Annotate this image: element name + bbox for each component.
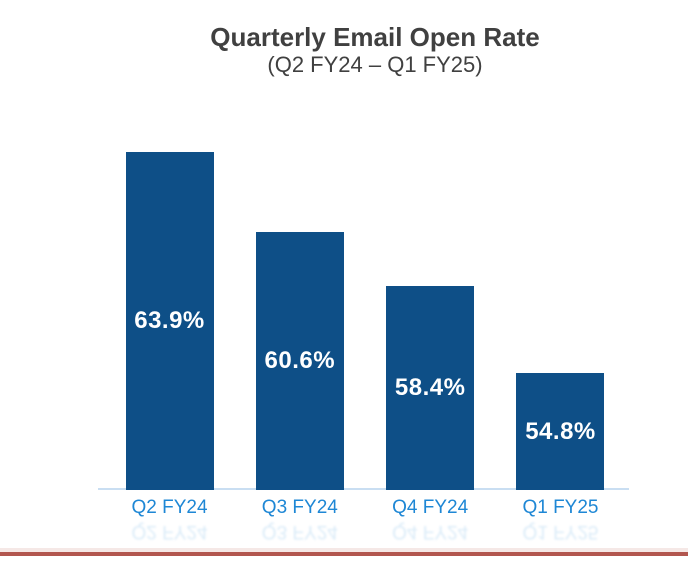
bar-value-label: 63.9% xyxy=(134,307,205,334)
footer-accent-line xyxy=(0,552,688,556)
x-axis-line xyxy=(98,488,629,490)
x-axis-label-text: Q1 FY25 xyxy=(522,497,599,518)
x-axis-label: Q2 FY24 Q2 FY24 xyxy=(104,497,236,542)
x-axis-label-reflection: Q3 FY24 xyxy=(261,521,338,542)
chart-subtitle: (Q2 FY24 – Q1 FY25) xyxy=(267,52,483,77)
bar-value-label: 58.4% xyxy=(394,374,466,401)
footer-accent-line-light xyxy=(0,548,688,552)
x-axis-label-reflection: Q1 FY25 xyxy=(522,521,599,542)
bar-value-label: 60.6% xyxy=(264,347,336,374)
bar-q4-fy24: 58.4% xyxy=(386,286,475,490)
x-axis-label-text: Q4 FY24 xyxy=(392,497,469,518)
bar-value-label: 54.8% xyxy=(525,417,596,445)
x-axis-label: Q4 FY24 Q4 FY24 xyxy=(364,497,496,542)
x-axis-label-reflection: Q4 FY24 xyxy=(392,521,469,542)
x-axis-label-reflection: Q2 FY24 xyxy=(131,521,208,542)
bar-q3-fy24: 60.6% xyxy=(255,232,344,490)
x-axis-label: Q3 FY24 Q3 FY24 xyxy=(234,497,366,542)
bar-q2-fy24: 63.9% xyxy=(125,152,214,490)
x-axis-label-text: Q2 FY24 xyxy=(131,497,208,518)
x-axis-label: Q1 FY25 Q1 FY25 xyxy=(494,497,626,542)
x-axis-label-text: Q3 FY24 xyxy=(261,497,338,518)
chart-title: Quarterly Email Open Rate xyxy=(210,22,540,52)
bar-q1-fy25: 54.8% xyxy=(516,373,605,490)
